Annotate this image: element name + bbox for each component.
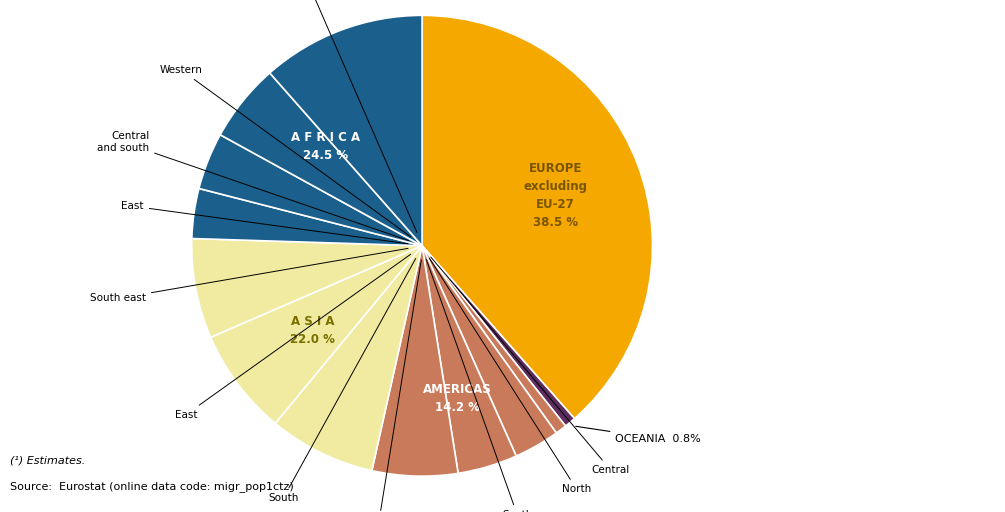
Text: North: North <box>293 0 417 232</box>
Wedge shape <box>422 246 566 433</box>
Text: (¹) Estimates.: (¹) Estimates. <box>10 456 85 466</box>
Text: OCEANIA  0.8%: OCEANIA 0.8% <box>576 426 701 444</box>
Wedge shape <box>269 15 422 246</box>
Text: Central
and south: Central and south <box>97 132 409 241</box>
Text: EUROPE
excluding
EU-27
38.5 %: EUROPE excluding EU-27 38.5 % <box>524 162 588 229</box>
Wedge shape <box>192 239 422 337</box>
Wedge shape <box>211 246 422 423</box>
Text: East: East <box>122 201 408 244</box>
Text: Source:  Eurostat (online data code: migr_pop1ctz): Source: Eurostat (online data code: migr… <box>10 481 293 492</box>
Text: North: North <box>429 258 591 495</box>
Wedge shape <box>220 73 422 246</box>
Wedge shape <box>275 246 422 471</box>
Text: South east: South east <box>90 248 408 304</box>
Wedge shape <box>422 246 517 473</box>
Wedge shape <box>199 135 422 246</box>
Text: South: South <box>268 259 416 503</box>
Text: AMERICAS
14.2 %: AMERICAS 14.2 % <box>423 383 491 414</box>
Wedge shape <box>422 15 652 419</box>
Text: East: East <box>175 254 411 419</box>
Text: A S I A
22.0 %: A S I A 22.0 % <box>290 315 336 346</box>
Wedge shape <box>372 246 458 476</box>
Wedge shape <box>422 246 557 456</box>
Text: Western: Western <box>160 65 411 237</box>
Wedge shape <box>192 188 422 246</box>
Text: South: South <box>426 260 533 512</box>
Text: Central: Central <box>431 257 630 475</box>
Wedge shape <box>422 246 575 426</box>
Text: Central
and west: Central and west <box>355 260 421 512</box>
Text: A F R I C A
24.5 %: A F R I C A 24.5 % <box>291 131 361 162</box>
